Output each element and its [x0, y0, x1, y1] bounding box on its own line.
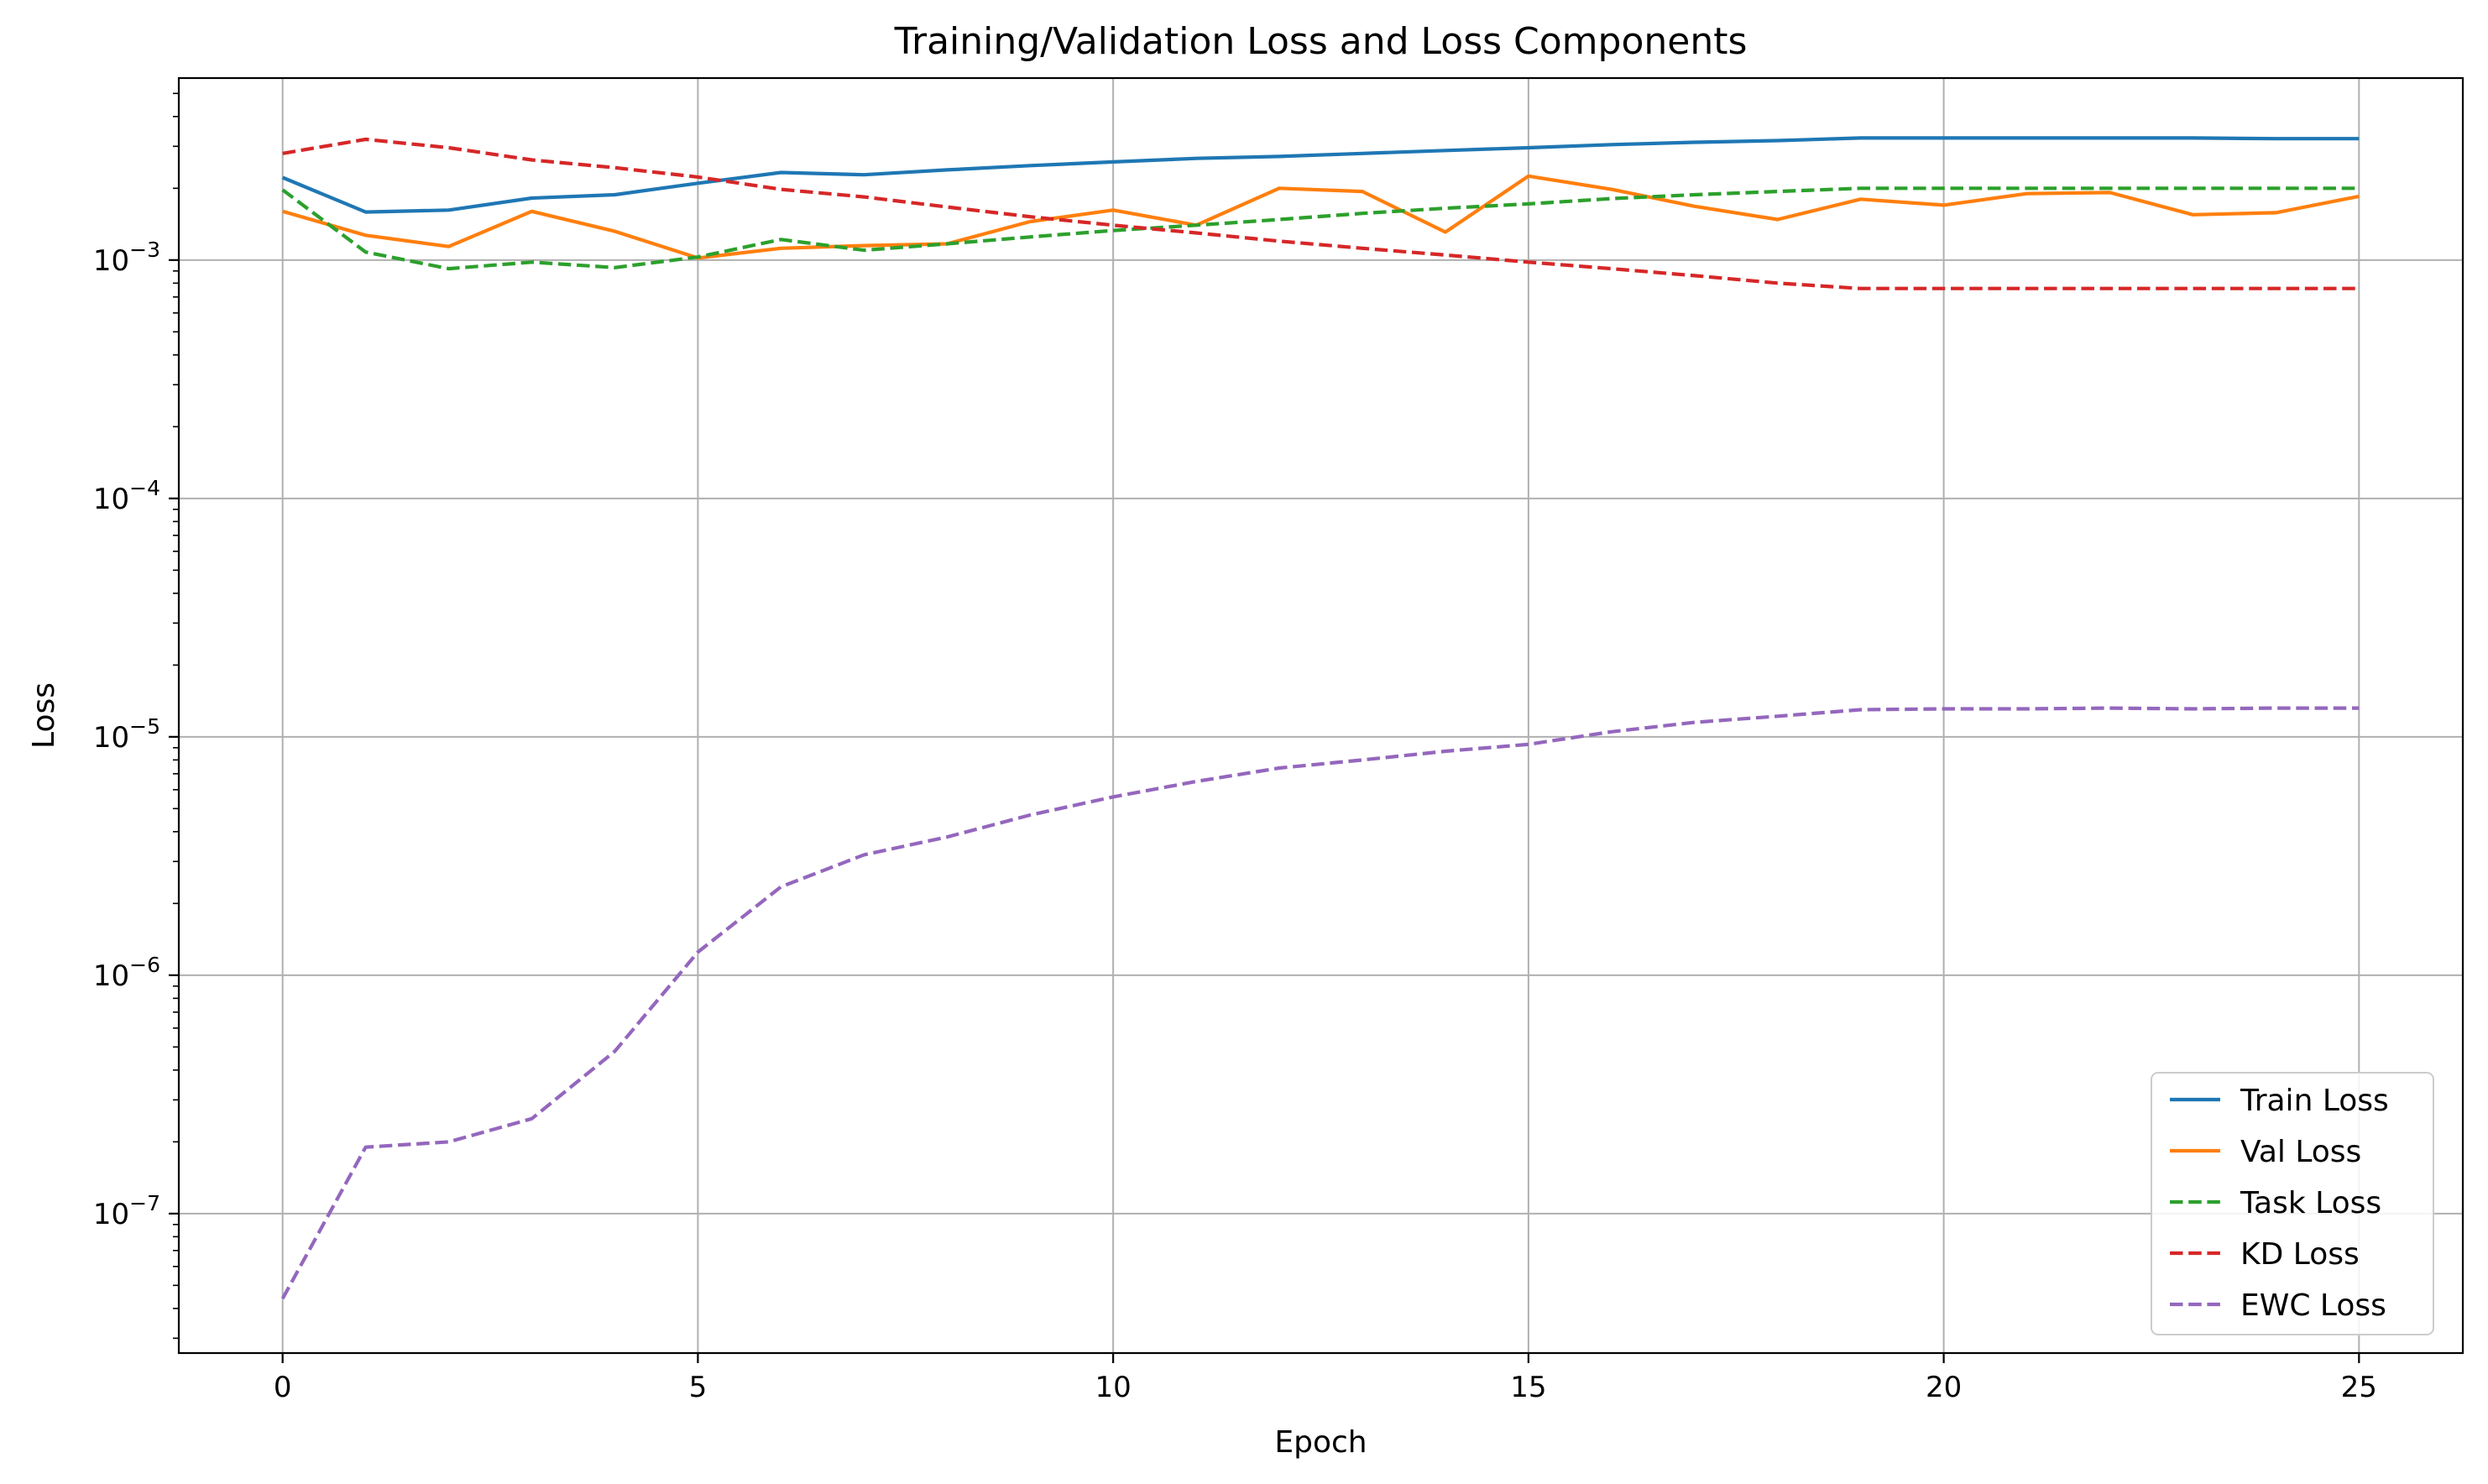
- y-tick-label: 10−4: [93, 476, 160, 516]
- chart-title: Training/Validation Loss and Loss Compon…: [894, 20, 1748, 63]
- plot-frame: [177, 76, 2464, 1355]
- x-tick-label: 20: [1926, 1371, 1962, 1404]
- y-tick-label: 10−6: [93, 953, 160, 993]
- series-line-val-loss: [282, 174, 2360, 260]
- y-tick-label: 10−5: [93, 714, 160, 755]
- x-tick-label: 25: [2341, 1371, 2377, 1404]
- x-tick-label: 0: [274, 1371, 292, 1404]
- series-line-train-loss: [281, 136, 2360, 214]
- x-tick-label: 10: [1095, 1371, 1132, 1404]
- legend-label: KD Loss: [2240, 1237, 2360, 1272]
- series-line-task-loss: [281, 186, 2360, 271]
- legend-label: Task Loss: [2240, 1186, 2381, 1220]
- x-axis-label: Epoch: [1274, 1425, 1367, 1460]
- y-axis-label: Loss: [27, 682, 61, 749]
- y-tick-label: 10−3: [93, 238, 160, 278]
- legend-label: Train Loss: [2240, 1084, 2389, 1118]
- series-line-ewc-loss: [280, 706, 2360, 1300]
- legend-box: [2151, 1072, 2434, 1335]
- grid: [179, 78, 2463, 1353]
- axis-ticks: 0 5 10 15 20 25 10−7 10−6 10−5 10−4 10−3: [93, 92, 2377, 1404]
- legend-label: EWC Loss: [2240, 1288, 2386, 1323]
- y-tick-label: 10−7: [93, 1191, 160, 1231]
- legend-label: Val Loss: [2240, 1135, 2361, 1169]
- x-tick-label: 5: [689, 1371, 708, 1404]
- series-line-kd-loss: [282, 137, 2360, 290]
- legend: Train Loss Val Loss Task Loss KD Loss EWC Lo…: [2151, 1072, 2434, 1335]
- x-tick-label: 15: [1510, 1371, 1546, 1404]
- series-lines: [280, 136, 2360, 1300]
